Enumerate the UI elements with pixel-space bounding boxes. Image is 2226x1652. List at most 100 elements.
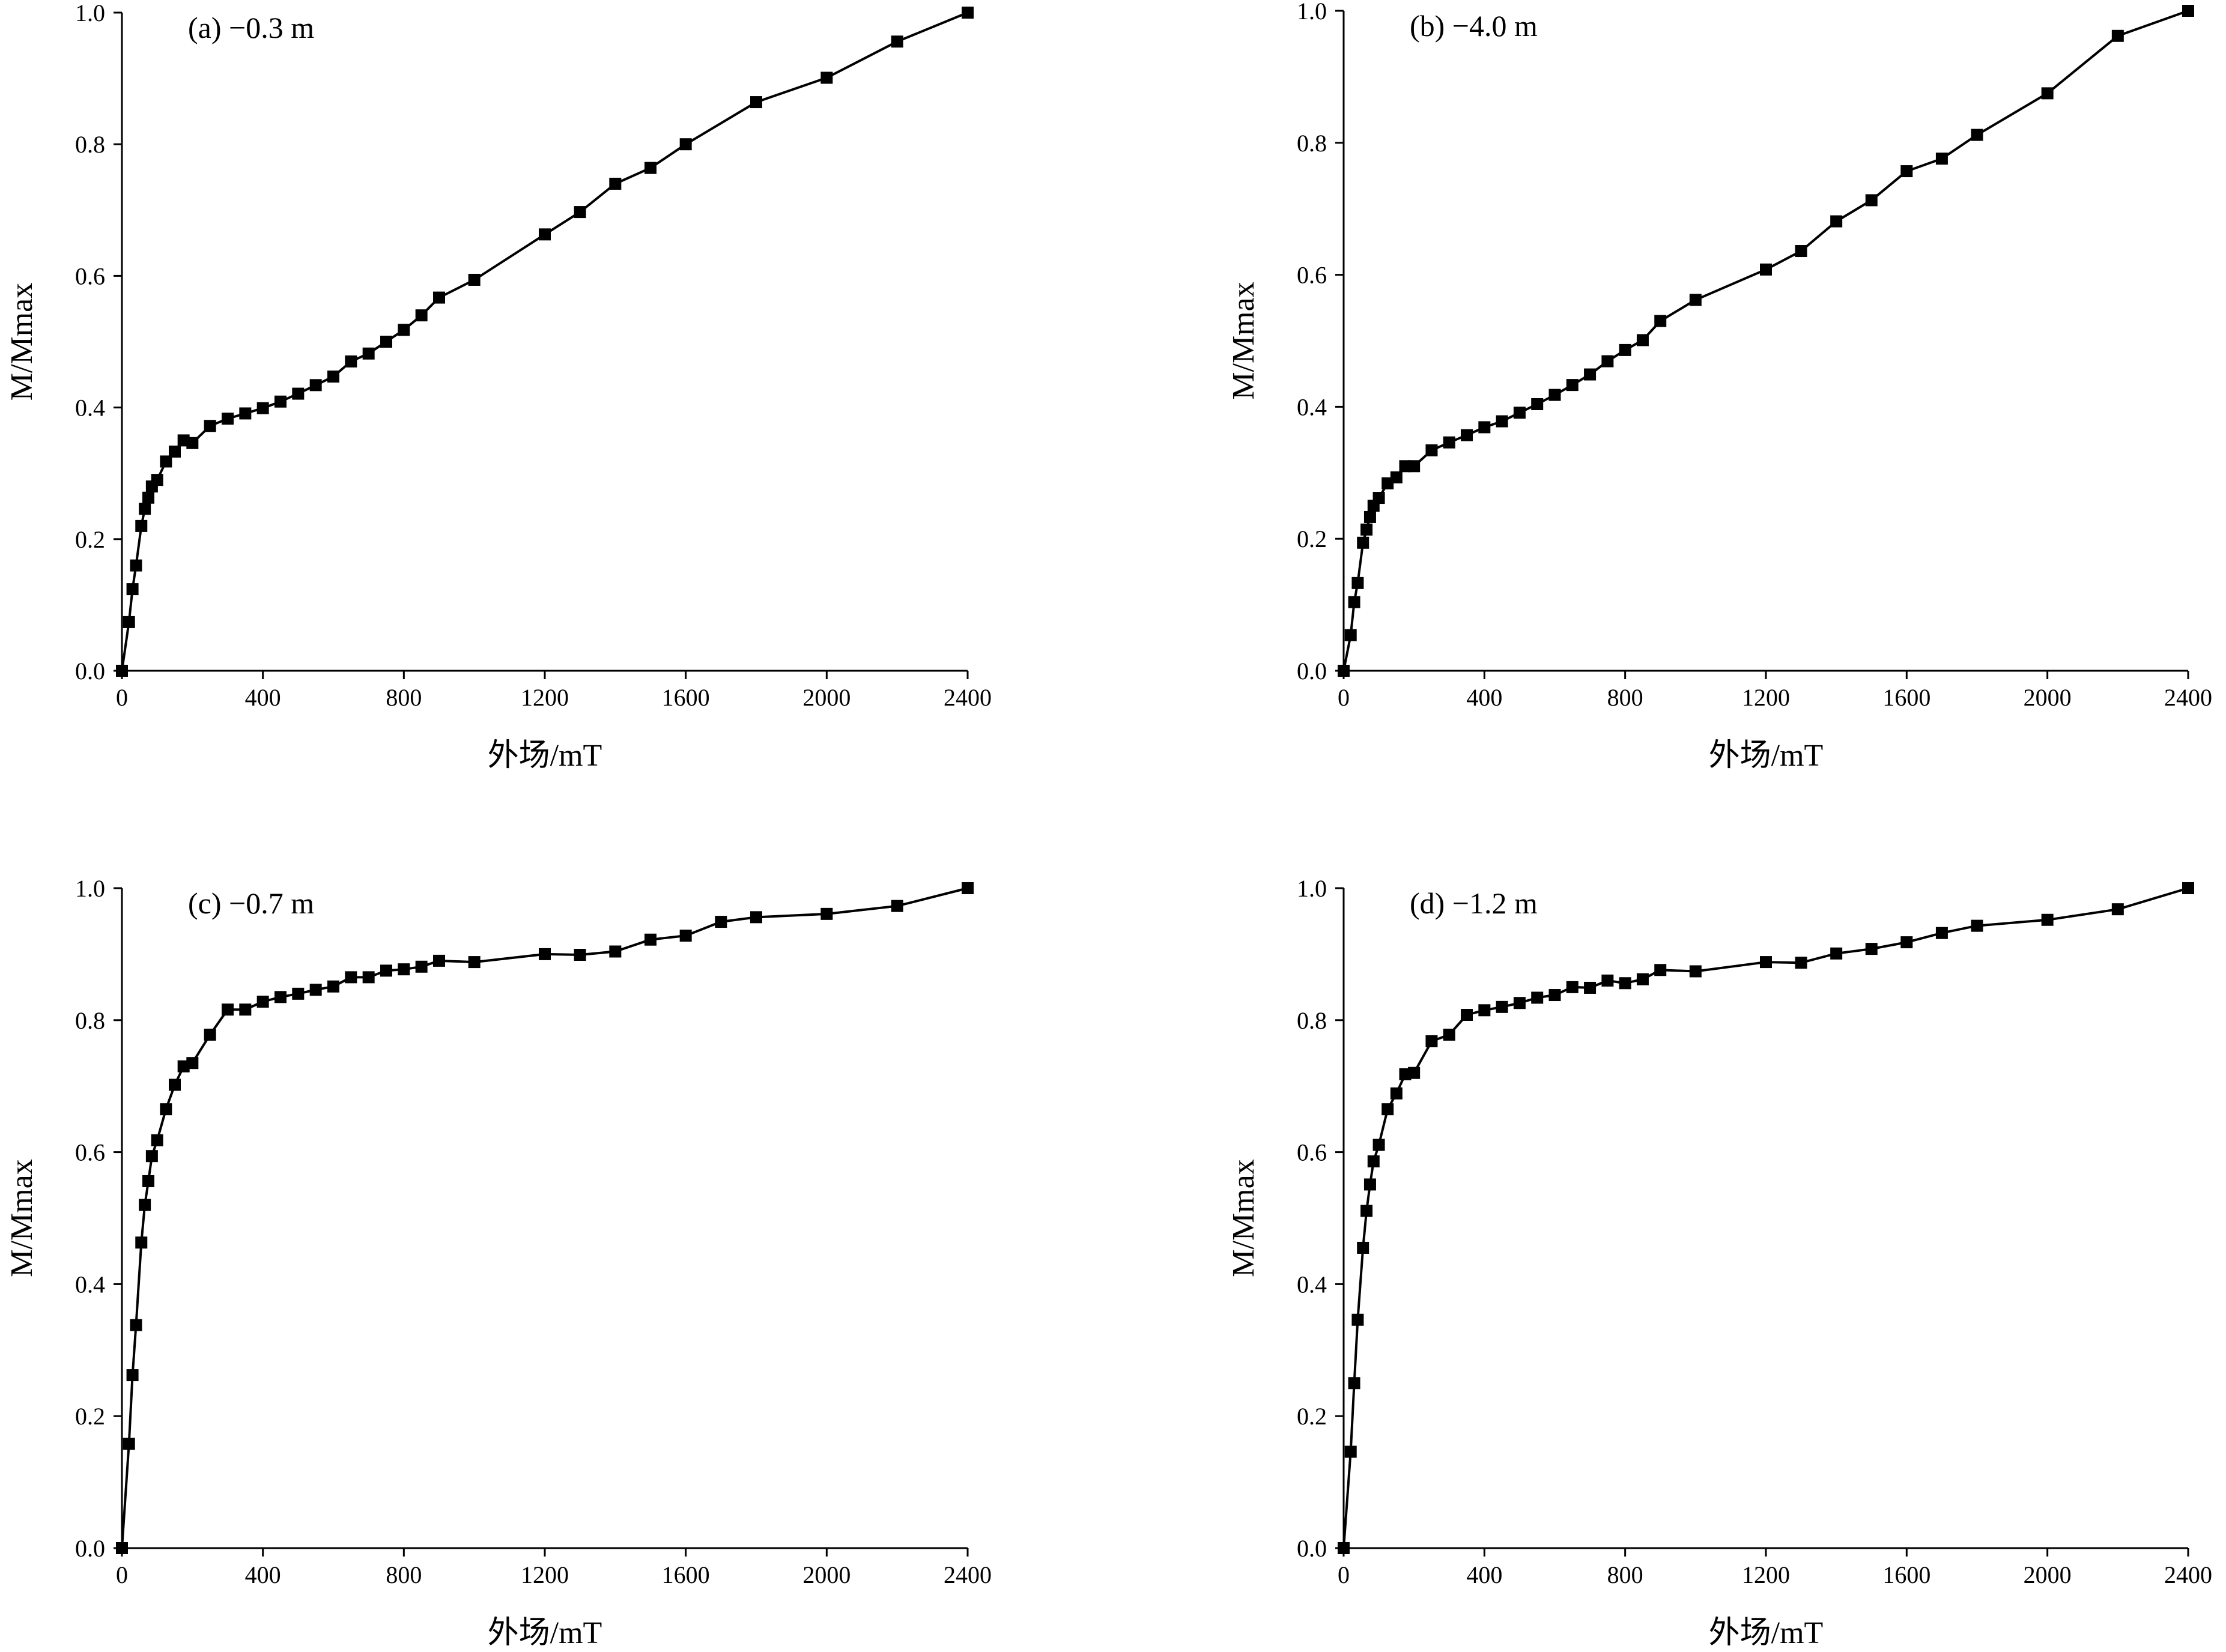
- data-point: [1900, 165, 1913, 178]
- data-point: [1935, 153, 1948, 165]
- data-point: [433, 954, 445, 967]
- data-point: [1390, 1087, 1403, 1100]
- data-point: [1760, 263, 1772, 276]
- data-point: [2041, 87, 2054, 100]
- x-tick-label: 0: [1338, 684, 1350, 711]
- data-point: [820, 71, 833, 84]
- data-point: [327, 980, 339, 993]
- data-point: [1381, 1103, 1394, 1116]
- data-point: [1348, 1377, 1360, 1390]
- data-point: [186, 437, 199, 449]
- data-point: [1935, 927, 1948, 939]
- y-tick-label: 0.2: [1297, 1403, 1327, 1430]
- data-point: [1865, 194, 1878, 207]
- y-tick-label: 0.4: [75, 395, 105, 422]
- data-point: [1461, 429, 1473, 441]
- y-tick-label: 0.4: [1297, 393, 1327, 420]
- data-point: [415, 309, 428, 322]
- x-axis-title: 外场/mT: [1709, 739, 1824, 773]
- data-point: [1601, 974, 1614, 987]
- data-point: [609, 945, 622, 958]
- y-tick-label: 0.0: [1297, 658, 1327, 685]
- data-point: [1971, 129, 1983, 141]
- data-point: [2182, 5, 2194, 17]
- data-point: [1425, 444, 1438, 456]
- data-point: [1566, 379, 1579, 392]
- x-tick-label: 1600: [1882, 1561, 1930, 1588]
- data-point: [123, 1438, 135, 1450]
- data-point: [1531, 991, 1544, 1004]
- x-tick-label: 2400: [2164, 1561, 2212, 1588]
- data-point: [1443, 1028, 1455, 1041]
- data-point: [142, 491, 154, 504]
- data-point: [2041, 913, 2054, 926]
- data-point: [1636, 334, 1649, 346]
- data-point: [750, 911, 762, 924]
- data-point: [1338, 1542, 1350, 1554]
- data-point: [239, 1003, 252, 1016]
- data-point: [1566, 981, 1579, 993]
- panel-title: (b) −4.0 m: [1410, 9, 1538, 43]
- data-point: [1619, 343, 1631, 356]
- data-point: [1654, 315, 1667, 327]
- data-point: [130, 1319, 142, 1331]
- y-axis-title: M/Mmax: [1227, 1159, 1261, 1277]
- data-point: [1601, 355, 1614, 368]
- y-tick-label: 0.0: [1297, 1535, 1327, 1562]
- data-point: [123, 616, 135, 628]
- data-point: [256, 996, 269, 1008]
- data-point: [1425, 1035, 1438, 1047]
- data-point: [222, 1003, 234, 1016]
- panel-title: (c) −0.7 m: [188, 886, 314, 920]
- data-point: [116, 665, 128, 677]
- y-tick-label: 0.0: [75, 658, 105, 685]
- data-point: [750, 96, 762, 109]
- data-point: [126, 1369, 139, 1382]
- x-tick-label: 800: [386, 684, 422, 711]
- chart-panel-a: 0 400 800 1200 1600 2000 2400 0.0 0.2 0.4 0.6 0.8 1.…: [5, 0, 992, 773]
- x-axis-title: 外场/mT: [488, 739, 602, 773]
- data-point: [309, 379, 322, 392]
- y-tick-label: 0.6: [75, 1139, 105, 1166]
- data-point: [609, 177, 622, 190]
- y-tick-label: 0.2: [75, 526, 105, 553]
- data-point: [1461, 1009, 1473, 1021]
- data-point: [1531, 398, 1544, 411]
- data-point: [468, 273, 481, 286]
- data-point: [292, 387, 305, 400]
- data-point: [204, 420, 216, 432]
- series-line: [121, 11, 968, 671]
- data-point: [1408, 1067, 1421, 1079]
- data-point: [139, 1199, 151, 1211]
- y-tick-label: 0.6: [1297, 1139, 1327, 1166]
- data-point: [160, 455, 172, 468]
- data-point: [1795, 957, 1807, 969]
- data-point: [1584, 368, 1597, 381]
- x-axis-title: 外场/mT: [1709, 1616, 1824, 1649]
- data-point: [135, 1236, 148, 1249]
- data-point: [2111, 903, 2124, 916]
- data-point: [1496, 415, 1508, 428]
- x-tick-label: 2000: [802, 684, 851, 711]
- data-point: [1548, 389, 1561, 401]
- data-point: [1408, 460, 1421, 473]
- data-point: [169, 1079, 181, 1091]
- y-tick-label: 0.8: [75, 131, 105, 158]
- data-point: [116, 1542, 128, 1554]
- data-point: [415, 960, 428, 973]
- data-point: [1760, 956, 1772, 969]
- y-tick-label: 0.8: [1297, 1007, 1327, 1034]
- y-tick-label: 0.6: [75, 262, 105, 289]
- data-point: [433, 291, 445, 304]
- series-line: [1342, 10, 2189, 671]
- x-tick-label: 1600: [662, 684, 710, 711]
- data-point: [380, 336, 392, 348]
- y-tick-label: 1.0: [1297, 875, 1327, 902]
- y-tick-label: 0.0: [75, 1535, 105, 1562]
- data-point: [1344, 629, 1357, 641]
- x-tick-label: 1600: [1882, 684, 1930, 711]
- data-point: [820, 907, 833, 920]
- data-point: [539, 948, 551, 960]
- x-tick-label: 800: [1607, 1561, 1643, 1588]
